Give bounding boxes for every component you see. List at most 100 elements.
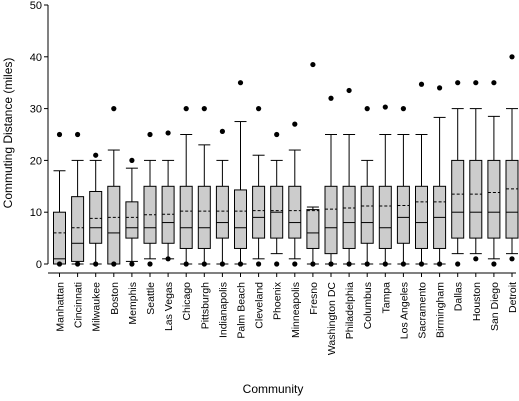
box-iqr [306,209,320,249]
box-washington-dc [324,95,338,267]
outlier-point [346,261,352,267]
box-indianapolis [215,128,229,267]
outlier-point [256,106,262,112]
outlier-point [129,157,135,163]
box-seattle [143,131,157,267]
box-iqr [53,211,66,265]
outlier-point [274,261,280,267]
outlier-point [292,121,298,127]
category-label: Las Vegas [163,282,175,331]
outlier-point [183,261,189,267]
box-iqr [342,185,356,249]
category-label: Cincinnati [73,282,85,328]
box-iqr [252,185,266,239]
box-iqr [360,185,374,244]
box-iqr [487,159,501,239]
box-iqr [107,185,121,265]
outlier-point [237,80,244,86]
outlier-point [75,131,81,138]
box-cincinnati [71,131,85,267]
box-sacramento [415,81,428,267]
outlier-point [418,81,425,87]
box-iqr [469,159,483,239]
outlier-point [437,85,443,91]
outlier-point [165,130,171,136]
outlier-point [455,261,461,267]
box-iqr [161,185,175,244]
category-label: Chicago [181,282,193,321]
box-iqr [324,185,338,255]
category-label: Birmingham [435,282,447,338]
category-label: Sacramento [417,282,429,339]
outlier-point [400,106,406,112]
outlier-point [75,261,81,267]
outlier-point [491,261,497,267]
outlier-point [237,261,244,267]
box-phoenix [270,131,284,267]
y-tick-label: 0 [36,259,42,271]
box-iqr [378,185,392,249]
outlier-point [328,261,334,267]
box-iqr [396,185,410,244]
category-label: Los Angeles [398,282,410,339]
box-minneapolis [288,121,302,267]
outlier-point [455,80,461,86]
outlier-point [364,261,370,267]
outlier-point [491,80,497,86]
box-iqr [234,189,247,249]
outlier-point [310,261,316,267]
outlier-point [56,131,63,138]
outlier-point [147,131,153,138]
outlier-point [111,261,117,267]
category-label: Washington DC [326,282,338,356]
box-fresno [306,61,320,267]
outlier-point [473,80,479,86]
outlier-point [183,106,189,112]
outlier-point [437,261,443,267]
category-label: Boston [109,282,121,315]
box-memphis [125,157,139,267]
outlier-point [292,261,298,267]
outlier-point [201,261,207,267]
outlier-point [93,261,99,267]
outlier-point [165,256,171,262]
box-los-angeles [396,106,410,267]
outlier-point [364,106,370,112]
y-tick-label: 50 [30,0,42,12]
category-label: Palm Beach [236,282,248,339]
box-philadelphia [342,87,356,267]
outlier-point [219,261,225,267]
outlier-point [274,131,280,138]
box-milwaukee [89,152,103,267]
outlier-point [382,104,388,110]
category-label: Milwaukee [91,282,103,332]
box-detroit [505,54,519,262]
box-manhattan [53,131,66,267]
box-tampa [378,104,392,267]
box-san-diego [487,80,501,267]
box-iqr [197,185,211,249]
box-dallas [451,80,465,267]
box-iqr [125,201,139,239]
box-pittsburgh [197,106,211,267]
outlier-point [509,54,515,60]
plot-area [53,54,519,267]
box-columbus [360,106,374,267]
category-label: Indianapolis [217,282,229,338]
outlier-point [111,106,117,112]
box-birmingham [433,85,447,267]
category-label: San Diego [489,282,501,331]
box-chicago [179,106,193,267]
box-iqr [415,185,428,249]
category-label: Philadelphia [344,282,356,339]
category-label: Minneapolis [290,282,302,338]
outlier-point [201,106,207,112]
outlier-point [93,152,99,158]
y-axis: 0 10 20 30 40 50 [30,0,49,271]
category-label: Memphis [127,282,139,325]
y-tick-label: 10 [30,207,42,219]
outlier-point [256,261,262,267]
outlier-point [400,261,406,267]
outlier-point [56,261,63,267]
